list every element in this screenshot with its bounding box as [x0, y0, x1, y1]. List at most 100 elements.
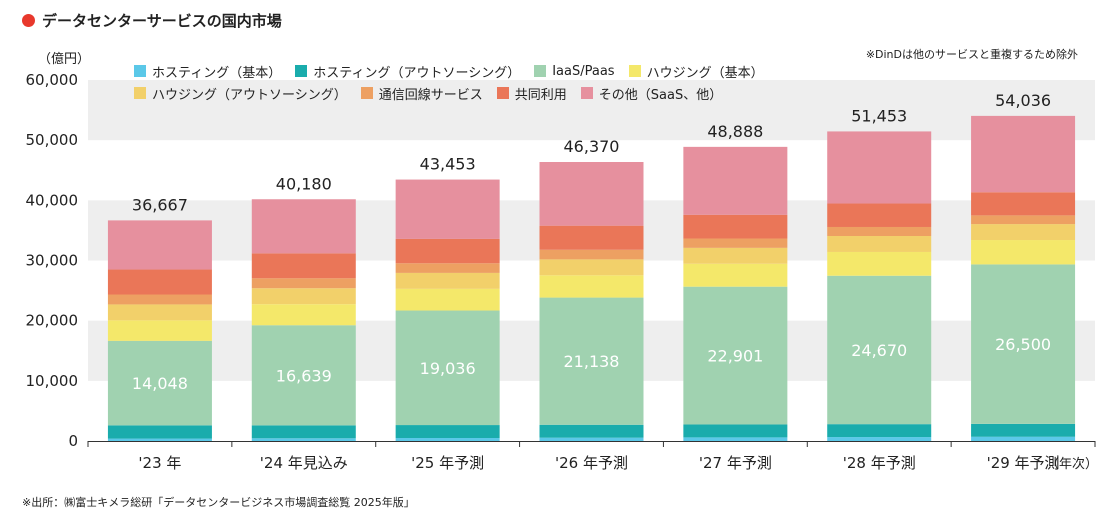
- legend-item: ホスティング（アウトソーシング）: [295, 60, 520, 82]
- bar-segment-8: [971, 115, 1076, 193]
- bar-segment-2: [251, 425, 356, 439]
- bar-segment-1: [395, 437, 500, 441]
- bar-segment-3: [107, 340, 212, 426]
- legend-label: ホスティング（アウトソーシング）: [313, 65, 521, 81]
- bar-segment-1: [827, 437, 932, 441]
- bar-total-label: 54,036: [995, 91, 1051, 110]
- segment-data-label: 24,670: [851, 341, 907, 360]
- bar-segment-5: [539, 259, 644, 276]
- bar-segment-8: [539, 162, 644, 226]
- bar-segment-6: [971, 215, 1076, 225]
- source-note: ※出所：㈱富士キメラ総研「データセンタービジネス市場調査総覧 2025年版」: [22, 496, 415, 509]
- y-axis-label: （億円）: [38, 51, 90, 67]
- legend-swatch: [134, 65, 146, 77]
- segment-data-label: 14,048: [132, 374, 188, 393]
- bar-segment-7: [251, 253, 356, 279]
- bar-segment-2: [827, 424, 932, 438]
- legend-item: 共同利用: [496, 82, 567, 104]
- bar-segment-5: [827, 236, 932, 252]
- x-tick-label: '25 年予測: [411, 454, 484, 472]
- segment-data-label: 22,901: [707, 347, 763, 366]
- bar-segment-3: [395, 310, 500, 426]
- segment-data-label: 16,639: [276, 366, 332, 385]
- segment-data-label: 26,500: [995, 335, 1051, 354]
- bar-total-label: 40,180: [276, 174, 332, 193]
- bar-segment-4: [395, 288, 500, 311]
- bar-total-label: 36,667: [132, 195, 188, 214]
- legend-label: その他（SaaS、他）: [598, 87, 723, 103]
- title-bullet-icon: [22, 14, 35, 27]
- bar-segment-5: [251, 288, 356, 305]
- legend-label: ハウジング（基本）: [646, 65, 764, 81]
- legend-swatch: [134, 87, 146, 99]
- chart-note: ※DinDは他のサービスと重複するため除外: [865, 48, 1078, 61]
- bar-segment-7: [395, 238, 500, 264]
- bar-segment-3: [251, 325, 356, 426]
- x-tick-label: '27 年予測: [699, 454, 772, 472]
- legend-swatch: [496, 87, 509, 99]
- bar-segment-6: [251, 278, 356, 289]
- bar-segment-8: [107, 220, 212, 270]
- x-tick-label: '23 年: [138, 454, 181, 472]
- legend-item: ホスティング（基本）: [134, 60, 281, 82]
- legend-label: IaaS/Paas: [552, 63, 615, 79]
- bar-segment-8: [827, 131, 932, 204]
- legend-label: ハウジング（アウトソーシング）: [152, 87, 347, 103]
- bar-total-label: 48,888: [707, 122, 763, 141]
- bar-segment-2: [971, 423, 1076, 437]
- legend-item: その他（SaaS、他）: [580, 82, 723, 104]
- y-tick-label: 40,000: [26, 191, 79, 209]
- bar-segment-1: [539, 437, 644, 441]
- title-row: データセンターサービスの国内市場: [22, 10, 282, 31]
- legend-swatch: [628, 65, 641, 77]
- bar-segment-5: [683, 247, 788, 264]
- bar-segment-7: [827, 203, 932, 227]
- segment-data-label: 19,036: [420, 359, 476, 378]
- legend-item: IaaS/Paas: [534, 60, 615, 82]
- legend-label: ホスティング（基本）: [152, 65, 282, 81]
- bar-segment-1: [971, 436, 1076, 441]
- bar-segment-8: [683, 146, 788, 215]
- bar-segment-6: [539, 249, 644, 260]
- legend-item: ハウジング（アウトソーシング）: [134, 82, 347, 104]
- bar-segment-4: [827, 251, 932, 276]
- chart-title: データセンターサービスの国内市場: [42, 12, 282, 30]
- legend-label: 共同利用: [514, 87, 567, 103]
- y-tick-label: 50,000: [26, 131, 79, 149]
- bar-segment-1: [251, 438, 356, 441]
- legend-label: 通信回線サービス: [378, 87, 483, 103]
- bar-segment-7: [971, 192, 1076, 216]
- bar-segment-4: [683, 263, 788, 287]
- segment-data-label: 21,138: [564, 352, 620, 371]
- bar-segment-5: [395, 272, 500, 289]
- x-tick-label: '28 年予測: [843, 454, 916, 472]
- bar-segment-3: [827, 275, 932, 425]
- x-tick-label: '24 年見込み: [260, 454, 348, 472]
- bar-segment-7: [107, 269, 212, 295]
- legend-swatch: [580, 87, 593, 99]
- bar-total-label: 46,370: [564, 137, 620, 156]
- legend-swatch: [360, 87, 373, 99]
- bar-segment-5: [107, 304, 212, 321]
- bar-segment-1: [683, 437, 788, 441]
- bar-segment-8: [395, 179, 500, 239]
- bar-segment-3: [971, 264, 1076, 424]
- bar-total-label: 51,453: [851, 106, 907, 125]
- legend-swatch: [534, 65, 547, 77]
- bar-segment-2: [395, 425, 500, 438]
- x-tick-label: '26 年予測: [555, 454, 628, 472]
- chart-legend: ホスティング（基本） ホスティング（アウトソーシング） IaaS/Paas ハウジング…: [134, 60, 854, 104]
- x-unit-label: （年次）: [1046, 456, 1098, 472]
- x-tick-label: '29 年予測: [987, 454, 1060, 472]
- bar-segment-4: [107, 320, 212, 341]
- legend-item: ハウジング（基本）: [628, 60, 764, 82]
- y-tick-label: 10,000: [26, 372, 79, 390]
- bar-segment-6: [683, 238, 788, 248]
- bar-segment-6: [395, 263, 500, 273]
- bar-total-label: 43,453: [420, 155, 476, 174]
- bar-segment-2: [107, 425, 212, 439]
- y-tick-label: 20,000: [26, 312, 79, 330]
- bar-segment-6: [827, 226, 932, 237]
- bar-segment-3: [539, 297, 644, 425]
